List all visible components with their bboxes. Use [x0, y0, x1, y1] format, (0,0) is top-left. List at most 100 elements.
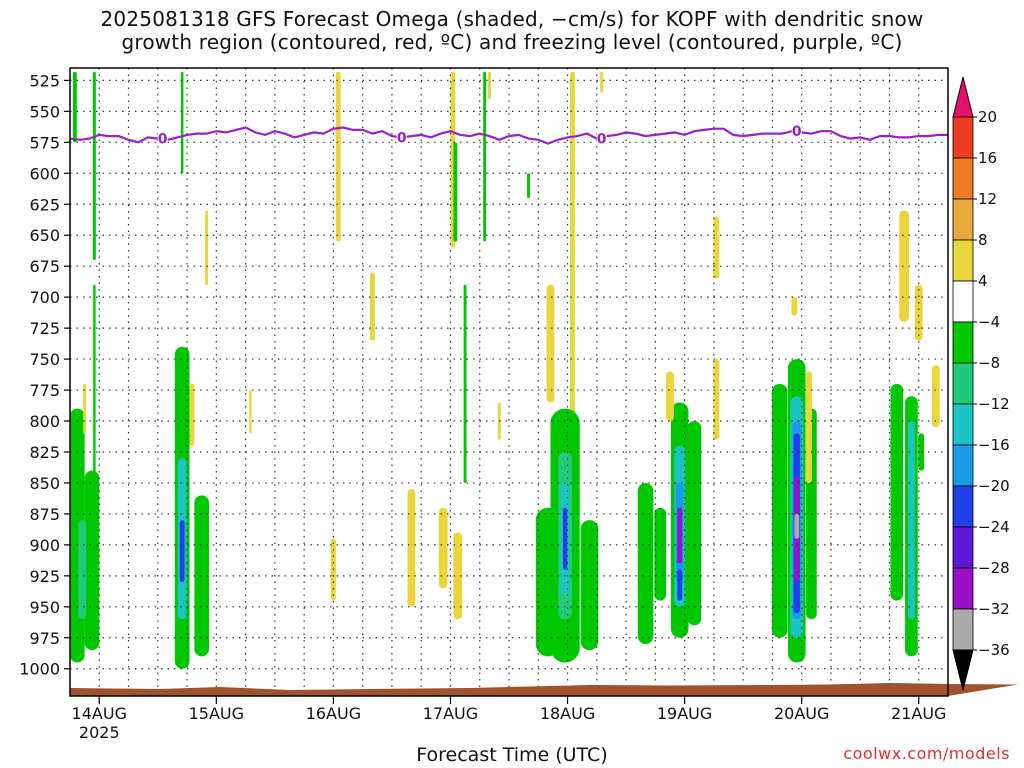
omega-region-15 — [335, 71, 341, 242]
colorbar-top-arrow — [952, 76, 974, 118]
colorbar-label-10: −24 — [978, 518, 1010, 536]
omega-region-61 — [908, 421, 915, 620]
omega-region-32 — [580, 520, 599, 651]
omega-region-3 — [72, 71, 77, 143]
colorbar-segment-11 — [952, 567, 974, 610]
y-tick-label-700: 700 — [29, 288, 60, 307]
credit-link[interactable]: coolwx.com/models — [843, 744, 1010, 763]
y-tick-label-950: 950 — [29, 598, 60, 617]
x-tick-label-6: 20AUG — [774, 704, 829, 723]
terrain-fill — [70, 683, 1018, 696]
omega-region-36 — [600, 71, 604, 93]
colorbar-label-0: 20 — [978, 108, 997, 126]
x-axis-label: Forecast Time (UTC) — [416, 744, 608, 766]
colorbar-segment-0 — [952, 116, 974, 159]
colorbar-label-11: −28 — [978, 559, 1010, 577]
omega-region-6 — [83, 383, 87, 434]
x-tick-label-5: 19AUG — [657, 704, 712, 723]
omega-region-25 — [488, 71, 491, 99]
x-tick-label-2: 16AUG — [306, 704, 361, 723]
colorbar-label-8: −16 — [978, 436, 1010, 454]
omega-region-27 — [527, 173, 530, 199]
colorbar-segment-4 — [952, 280, 974, 323]
colorbar-segment-3 — [952, 239, 974, 282]
x-tick-label-7: 21AUG — [891, 704, 946, 723]
y-tick-label-800: 800 — [29, 412, 60, 431]
freezing-level-line — [69, 126, 948, 145]
omega-region-48 — [771, 383, 788, 638]
chart-title-line1: 2025081318 GFS Forecast Omega (shaded, −… — [100, 7, 924, 31]
colorbar: 20 16 12 8 4 −4 −8 −12 −16 −20 −24 −28 −32 −36 — [952, 76, 1010, 691]
omega-region-28 — [546, 284, 555, 403]
y-tick-label-925: 925 — [29, 567, 60, 586]
omega-region-13 — [205, 210, 209, 285]
omega-region-21 — [453, 532, 463, 620]
terrain-strip — [70, 683, 1018, 696]
y-tick-label-600: 600 — [29, 164, 60, 183]
y-tick-label-625: 625 — [29, 195, 60, 214]
y-tick-label-775: 775 — [29, 381, 60, 400]
colorbar-segment-2 — [952, 198, 974, 241]
y-tick-label-550: 550 — [29, 102, 60, 121]
omega-region-45 — [666, 371, 674, 422]
y-axis: 525 550 575 600 625 650 675 700 725 750 775 800 825 8… — [19, 71, 70, 679]
omega-region-4 — [92, 71, 96, 260]
omega-region-60 — [918, 433, 925, 471]
omega-region-55 — [794, 513, 800, 539]
omega-region-18 — [407, 489, 416, 607]
colorbar-label-12: −32 — [978, 600, 1010, 618]
x-tick-label-3: 17AUG — [423, 704, 478, 723]
omega-region-37 — [637, 482, 654, 644]
colorbar-label-6: −8 — [978, 354, 1000, 372]
colorbar-label-1: 16 — [978, 149, 997, 167]
omega-region-56 — [806, 371, 812, 483]
freezing-label-bg-3 — [791, 123, 802, 139]
freezing-label-bg-2 — [596, 130, 607, 146]
freezing-level-contour: 0 0 0 0 — [69, 123, 948, 148]
x-tick-label-0: 14AUG — [72, 704, 127, 723]
chart-title-line2: growth region (contoured, red, ºC) and f… — [121, 30, 903, 54]
colorbar-segment-7 — [952, 403, 974, 446]
y-tick-label-1000: 1000 — [19, 660, 60, 679]
colorbar-segment-9 — [952, 485, 974, 528]
colorbar-label-3: 8 — [978, 231, 988, 249]
plot-frame — [69, 67, 949, 697]
x-tick-label-1: 15AUG — [189, 704, 244, 723]
colorbar-label-13: −36 — [978, 641, 1010, 659]
omega-region-12 — [189, 383, 195, 446]
colorbar-segment-12 — [952, 608, 974, 651]
colorbar-label-2: 12 — [978, 190, 997, 208]
y-tick-label-825: 825 — [29, 443, 60, 462]
omega-region-23 — [463, 284, 467, 483]
y-tick-label-850: 850 — [29, 474, 60, 493]
x-tick-sublabel-0: 2025 — [79, 723, 120, 742]
colorbar-segment-8 — [952, 444, 974, 487]
y-tick-label-750: 750 — [29, 350, 60, 369]
omega-region-17 — [369, 272, 375, 341]
omega-region-24 — [483, 71, 487, 242]
omega-region-46 — [713, 216, 720, 279]
omega-region-10 — [179, 520, 185, 583]
omega-region-40 — [687, 421, 702, 626]
omega-region-47 — [713, 359, 720, 440]
omega-region-35 — [562, 507, 568, 570]
colorbar-segment-10 — [952, 526, 974, 569]
colorbar-label-4: 4 — [978, 272, 988, 290]
omega-region-20 — [438, 507, 448, 589]
omega-region-1 — [84, 470, 100, 651]
omega-region-14 — [249, 390, 252, 434]
chart-title: 2025081318 GFS Forecast Omega (shaded, −… — [0, 8, 1024, 54]
omega-region-2 — [78, 520, 87, 620]
colorbar-bottom-arrow — [952, 649, 974, 691]
freezing-label-bg-0 — [157, 130, 168, 146]
freezing-label-3: 0 — [792, 124, 802, 140]
colorbar-label-9: −20 — [978, 477, 1010, 495]
colorbar-segment-6 — [952, 362, 974, 405]
omega-region-62 — [899, 210, 909, 322]
omega-region-58 — [890, 383, 904, 601]
y-tick-label-975: 975 — [29, 629, 60, 648]
omega-region-44 — [677, 569, 683, 601]
freezing-label-0: 0 — [158, 132, 168, 148]
